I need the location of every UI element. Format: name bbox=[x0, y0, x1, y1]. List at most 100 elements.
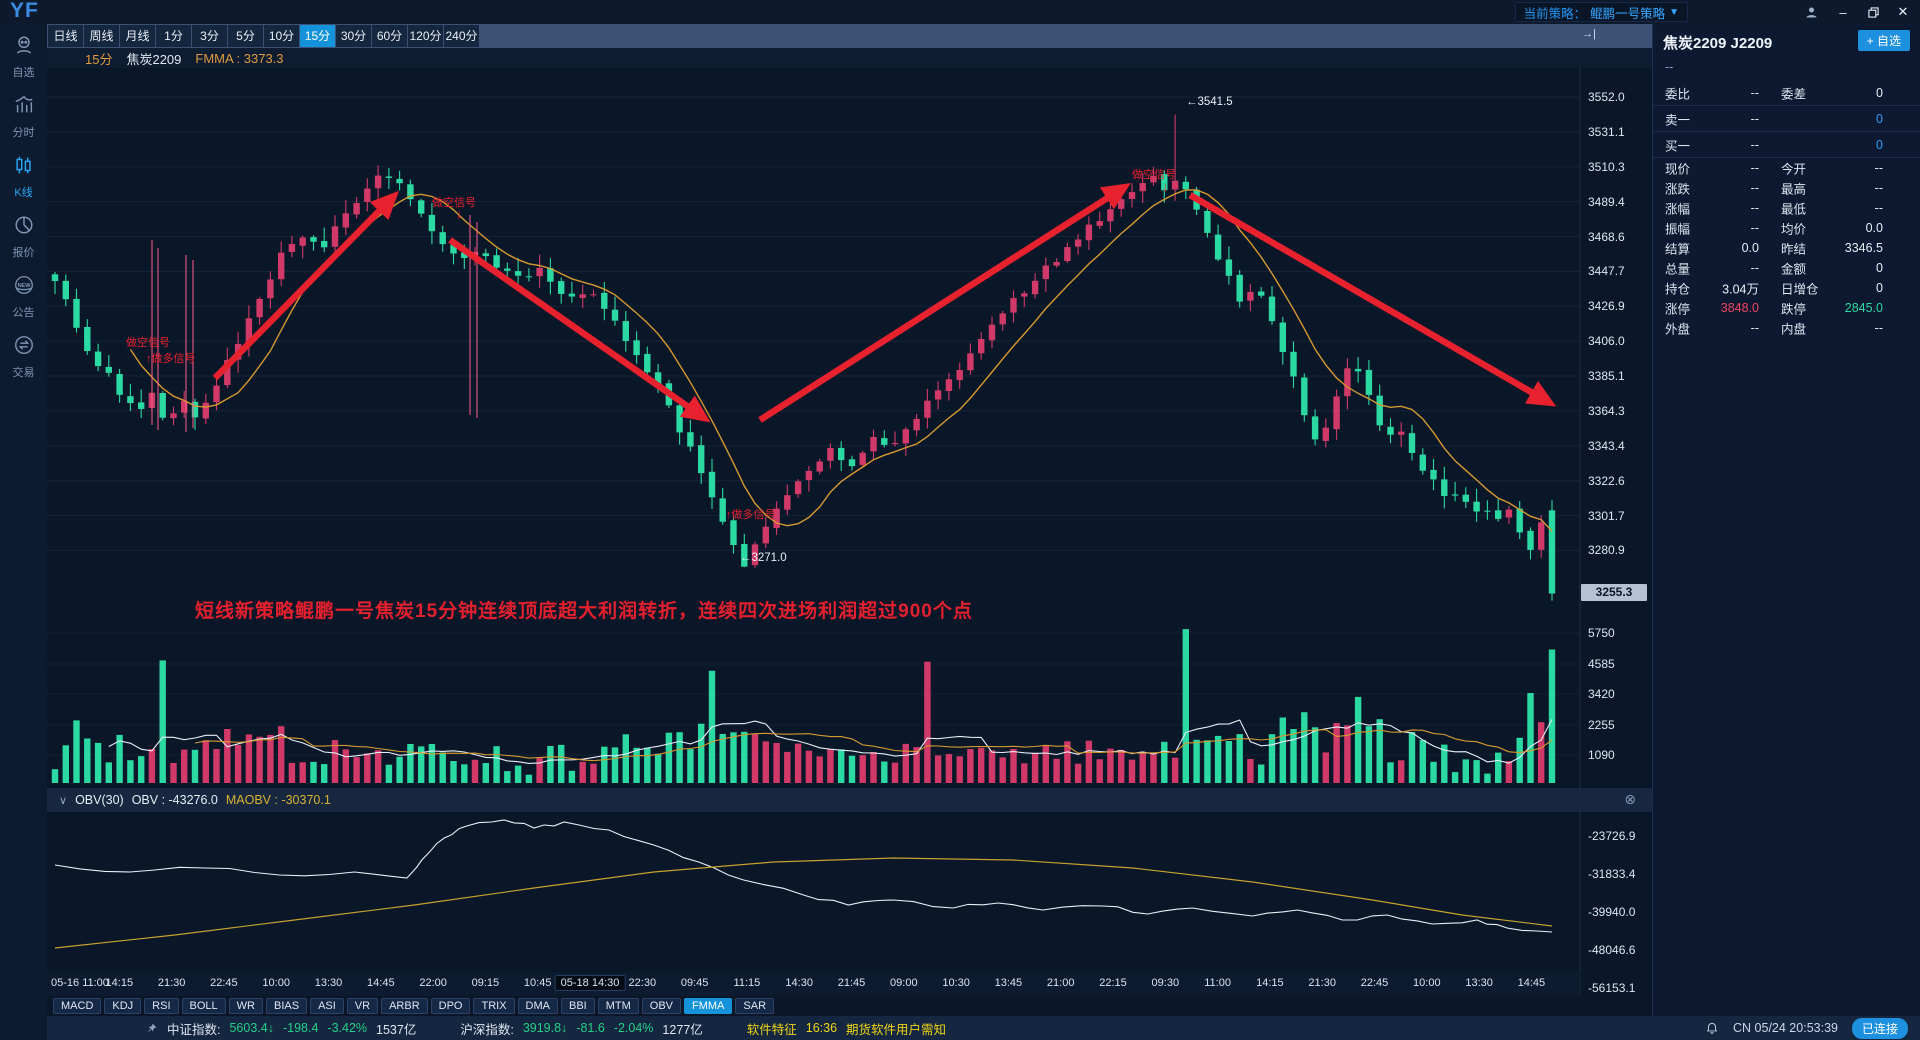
obv-axis-label: -48046.6 bbox=[1588, 943, 1636, 957]
quote-label: 委差 bbox=[1781, 87, 1807, 101]
timeframe-button-30分[interactable]: 30分 bbox=[336, 25, 371, 47]
sidebar-item-自选[interactable]: 自选 bbox=[0, 30, 47, 84]
timeframe-button-周线[interactable]: 周线 bbox=[84, 25, 119, 47]
quote-value: 0 bbox=[1876, 111, 1883, 126]
indicator-tab-ARBR[interactable]: ARBR bbox=[381, 998, 428, 1014]
timeframe-button-月线[interactable]: 月线 bbox=[120, 25, 155, 47]
quote-panel: 焦炭2209 J2209 + 自选 -- 委比 -- 委差 0 卖一 -- 0 买一 -- 0 现价… bbox=[1652, 24, 1920, 1016]
timeframe-button-1分[interactable]: 1分 bbox=[156, 25, 191, 47]
indicator-tab-DMA[interactable]: DMA bbox=[517, 998, 558, 1014]
timeframe-button-120分[interactable]: 120分 bbox=[408, 25, 443, 47]
quote-value: -- bbox=[1874, 181, 1883, 195]
sidebar-item-交易[interactable]: 交易 bbox=[0, 330, 47, 384]
quote-value: 2845.0 bbox=[1844, 301, 1883, 315]
time-axis-label: 14:45 bbox=[367, 977, 395, 989]
quote-value: -- bbox=[1750, 181, 1759, 195]
indicator-tab-TRIX[interactable]: TRIX bbox=[473, 998, 515, 1014]
quote-label: 委比 bbox=[1665, 87, 1691, 101]
collapse-panel-icon[interactable]: →| bbox=[1582, 28, 1596, 40]
quote-label: 昨结 bbox=[1781, 242, 1807, 257]
signal-annotation: 做空信号 bbox=[432, 197, 476, 209]
quote-label: 均价 bbox=[1781, 222, 1807, 237]
notice-user-link[interactable]: 期货软件用户需知 bbox=[846, 1022, 947, 1037]
indicator-tab-SAR[interactable]: SAR bbox=[735, 998, 775, 1014]
price-callout: ←3271.0 bbox=[740, 552, 787, 564]
indicator-tab-DPO[interactable]: DPO bbox=[430, 998, 471, 1014]
quote-label: 跌停 bbox=[1781, 302, 1807, 317]
quote-row: 委比 -- 委差 0 bbox=[1653, 80, 1920, 106]
quote-row: 涨跌 -- 最高 -- bbox=[1653, 178, 1920, 198]
quote-label: 现价 bbox=[1665, 162, 1691, 177]
pie-icon bbox=[13, 214, 35, 241]
quote-value: 0 bbox=[1876, 137, 1883, 152]
kline-icon bbox=[13, 154, 35, 181]
sidebar-item-label: 报价 bbox=[12, 247, 35, 259]
minimize-button[interactable]: – bbox=[1839, 4, 1847, 20]
time-axis-label: 10:45 bbox=[523, 977, 552, 989]
chart-symbol: 焦炭2209 bbox=[126, 51, 182, 67]
sidebar-item-报价[interactable]: 报价 bbox=[0, 210, 47, 264]
time-axis-label: 14:30 bbox=[785, 977, 813, 989]
close-pane-icon[interactable]: ⊗ bbox=[1624, 791, 1636, 807]
quote-value: -- bbox=[1874, 201, 1883, 215]
time-axis-label: 22:15 bbox=[1099, 977, 1127, 989]
time-axis-label: 21:45 bbox=[837, 977, 866, 989]
title-bar: YF 当前策略： 鲲鹏一号策略 ▼ – ✕ bbox=[0, 0, 1920, 24]
timeframe-button-15分[interactable]: 15分 bbox=[300, 25, 335, 47]
connection-status-badge[interactable]: 已连接 bbox=[1851, 1017, 1908, 1039]
volume-axis-label: 2255 bbox=[1588, 718, 1615, 732]
time-axis-label: 14:45 bbox=[1517, 977, 1546, 989]
price-axis-label: 3322.6 bbox=[1588, 473, 1625, 488]
quote-label: 金额 bbox=[1781, 262, 1807, 277]
quote-value: -- bbox=[1874, 161, 1883, 175]
quote-row: 结算 0.0 昨结 3346.5 bbox=[1653, 238, 1920, 258]
sidebar-item-公告[interactable]: NEW 公告 bbox=[0, 270, 47, 324]
quote-value: 3.04万 bbox=[1722, 282, 1759, 297]
chevron-down-icon[interactable]: ∨ bbox=[59, 794, 68, 807]
timeframe-button-60分[interactable]: 60分 bbox=[372, 25, 407, 47]
time-axis-label: 13:30 bbox=[314, 977, 343, 989]
indicator-tab-WR[interactable]: WR bbox=[228, 998, 263, 1014]
quote-value: 0.0 bbox=[1741, 241, 1759, 255]
price-axis-label: 3468.6 bbox=[1588, 229, 1625, 244]
obv-axis-label: -56153.1 bbox=[1588, 981, 1636, 995]
timeframe-button-3分[interactable]: 3分 bbox=[192, 25, 227, 47]
price-axis-label: 3343.4 bbox=[1588, 438, 1625, 453]
sidebar-item-K线[interactable]: K线 bbox=[0, 150, 47, 204]
indicator-tab-MACD[interactable]: MACD bbox=[53, 998, 102, 1014]
add-watchlist-button[interactable]: + 自选 bbox=[1857, 30, 1910, 51]
indicator-tab-BOLL[interactable]: BOLL bbox=[181, 998, 226, 1014]
volume-axis-label: 3420 bbox=[1588, 687, 1615, 701]
signal-arrow-down: ↓ bbox=[456, 206, 463, 221]
bell-icon[interactable] bbox=[1705, 1021, 1719, 1035]
time-axis-label: 13:30 bbox=[1465, 977, 1493, 989]
close-button[interactable]: ✕ bbox=[1897, 4, 1909, 19]
indicator-tab-FMMA[interactable]: FMMA bbox=[684, 998, 733, 1014]
indicator-tab-MTM[interactable]: MTM bbox=[597, 998, 639, 1014]
sidebar-item-分时[interactable]: 分时 bbox=[0, 90, 47, 144]
time-axis-label: 21:00 bbox=[1046, 977, 1075, 989]
timeframe-button-5分[interactable]: 5分 bbox=[228, 25, 263, 47]
user-icon[interactable] bbox=[1798, 0, 1824, 24]
indicator-tab-BBI[interactable]: BBI bbox=[561, 998, 595, 1014]
timeframe-button-日线[interactable]: 日线 bbox=[48, 25, 83, 47]
obv-line bbox=[54, 819, 1553, 933]
candlestick-chart[interactable] bbox=[47, 68, 1652, 1016]
indicator-tab-RSI[interactable]: RSI bbox=[144, 998, 179, 1014]
time-axis-label: 10:30 bbox=[942, 977, 970, 989]
strategy-dropdown[interactable]: 当前策略： 鲲鹏一号策略 ▼ bbox=[1514, 2, 1688, 22]
sidebar-item-label: 分时 bbox=[12, 127, 35, 139]
indicator-tab-KDJ[interactable]: KDJ bbox=[104, 998, 142, 1014]
strategy-banner-text: 短线新策略鲲鹏一号焦炭15分钟连续顶底超大利润转折，连续四次进场利润超过900个… bbox=[195, 601, 973, 622]
indicator-tab-ASI[interactable]: ASI bbox=[310, 998, 344, 1014]
indicator-tab-BIAS[interactable]: BIAS bbox=[265, 998, 308, 1014]
restore-button[interactable] bbox=[1860, 0, 1886, 24]
notice-feature-link[interactable]: 软件特征 bbox=[746, 1022, 797, 1037]
timeframe-button-10分[interactable]: 10分 bbox=[264, 25, 299, 47]
quote-table: 委比 -- 委差 0 卖一 -- 0 买一 -- 0 现价 -- 今开 -- 涨跌 -- 最高 -- 涨幅 -- 最低 -… bbox=[1653, 80, 1920, 338]
indicator-tab-OBV[interactable]: OBV bbox=[641, 998, 682, 1014]
timeframe-button-240分[interactable]: 240分 bbox=[444, 25, 479, 47]
indicator-tab-VR[interactable]: VR bbox=[346, 998, 379, 1014]
left-sidebar: 自选分时 K线报价 NEW 公告交易 bbox=[0, 24, 47, 1040]
